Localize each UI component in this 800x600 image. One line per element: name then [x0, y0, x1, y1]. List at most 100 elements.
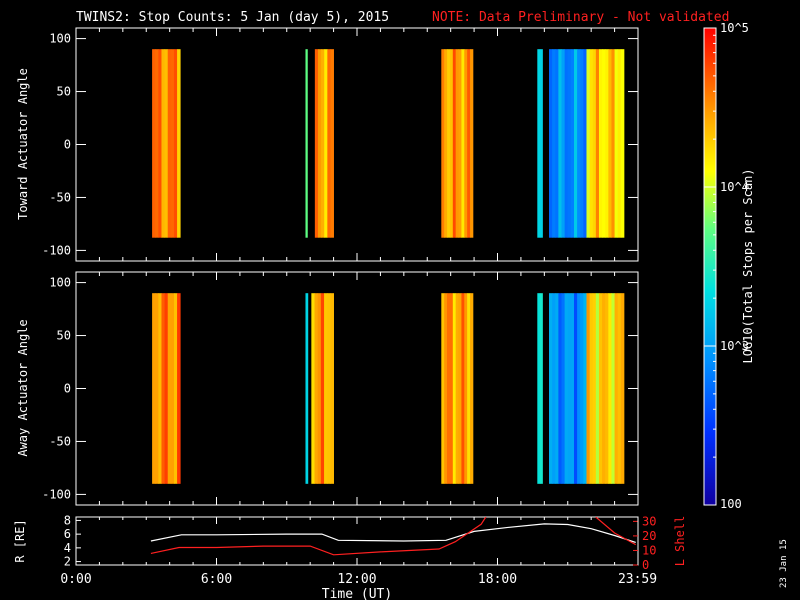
- colorbar-ticks: 100 10^3 10^4 10^5: [704, 21, 749, 511]
- heatmap-cell: [580, 293, 584, 484]
- heatmap-cell: [564, 293, 569, 484]
- y-tick-label: 100: [49, 276, 71, 290]
- heatmap-cell: [452, 293, 457, 484]
- y-tick-label: 0: [64, 382, 71, 396]
- heatmap-cell: [455, 293, 459, 484]
- y-tick-label: 50: [57, 329, 71, 343]
- heatmap-cell: [324, 49, 328, 238]
- y2-tick-label: 0: [642, 558, 649, 572]
- y-tick-label: 4: [64, 541, 71, 555]
- heatmap-cell: [561, 49, 566, 238]
- y-tick-label: -100: [42, 243, 71, 257]
- heatmap-cell: [558, 49, 562, 238]
- heatmap-cell: [617, 49, 622, 238]
- x-tick-label: 23:59: [618, 572, 657, 587]
- heatmap-cell: [561, 293, 566, 484]
- heatmap-cell: [539, 293, 543, 484]
- panel3-lines: [150, 517, 636, 556]
- colorbar-tick-label: 100: [720, 497, 742, 511]
- y2-tick-label: 20: [642, 529, 656, 543]
- colorbar: [703, 27, 717, 506]
- heatmap-cell: [324, 293, 328, 484]
- heatmap-cell: [605, 293, 609, 484]
- heatmap-cell: [564, 49, 569, 238]
- heatmap-cell: [620, 293, 625, 484]
- heatmap-cell: [589, 293, 594, 484]
- heatmap-cell: [330, 293, 334, 484]
- heatmap-cell: [552, 49, 556, 238]
- heatmap-cell: [441, 293, 445, 484]
- heatmap-cell: [608, 293, 612, 484]
- heatmap-cell: [611, 293, 615, 484]
- series-line: [595, 517, 636, 546]
- y-tick-label: 50: [57, 85, 71, 99]
- y-tick-label: 6: [64, 527, 71, 541]
- y-tick-label: 0: [64, 138, 71, 152]
- heatmap-cell: [555, 49, 559, 238]
- heatmap-cell: [549, 49, 553, 238]
- heatmap-cell: [583, 293, 587, 484]
- y-tick-label: 8: [64, 513, 71, 527]
- heatmap-cell: [555, 293, 559, 484]
- heatmap-cell: [552, 293, 556, 484]
- y2-tick-label: 30: [642, 514, 656, 528]
- preliminary-note: NOTE: Data Preliminary - Not validated: [432, 10, 729, 25]
- heatmap-cell: [320, 293, 325, 484]
- heatmap-cell: [164, 293, 169, 484]
- panel3-ylabel: R [RE]: [13, 519, 27, 562]
- heatmap-cell: [470, 49, 474, 238]
- heatmap-cell: [167, 49, 172, 238]
- heatmap-cell: [467, 293, 471, 484]
- heatmap-cell: [170, 293, 175, 484]
- heatmap-cell: [608, 49, 612, 238]
- heatmap-cell: [537, 293, 541, 484]
- heatmap-cell: [592, 49, 597, 238]
- heatmap-cell: [614, 293, 619, 484]
- heatmap-cell: [558, 293, 562, 484]
- heatmap-cell: [327, 293, 331, 484]
- heatmap-cell: [305, 293, 309, 484]
- heatmap-cell: [155, 293, 159, 484]
- heatmap-cell: [161, 49, 165, 238]
- heatmap-cell: [620, 49, 625, 238]
- y-tick-label: 2: [64, 555, 71, 569]
- heatmap-cell: [583, 49, 587, 238]
- x-axis-label: Time (UT): [322, 587, 392, 600]
- y-tick-label: -50: [49, 434, 71, 448]
- heatmap-cell: [305, 49, 308, 238]
- series-line: [150, 523, 636, 543]
- y-tick-label: 100: [49, 32, 71, 46]
- heatmap-cell: [464, 293, 468, 484]
- heatmap-cell: [602, 49, 606, 238]
- heatmap-cell: [467, 49, 471, 238]
- heatmap-cell: [447, 293, 451, 484]
- heatmap-cell: [602, 293, 606, 484]
- colorbar-tick-label: 10^4: [720, 180, 749, 194]
- heatmap-cell: [152, 49, 156, 238]
- heatmap-cell: [580, 49, 584, 238]
- panel2-ylabel: Away Actuator Angle: [16, 319, 30, 456]
- heatmap-cell: [598, 49, 603, 238]
- heatmap-cell: [173, 49, 178, 238]
- panel1-heatmap: [152, 49, 625, 238]
- heatmap-cell: [314, 293, 319, 484]
- heatmap-cell: [152, 293, 156, 484]
- heatmap-cell: [177, 49, 181, 238]
- x-tick-label: 6:00: [201, 572, 232, 587]
- panel2-axes: 100 50 0 -50 -100: [42, 272, 639, 505]
- heatmap-cell: [614, 49, 619, 238]
- heatmap-cell: [464, 49, 468, 238]
- heatmap-cell: [539, 49, 543, 238]
- x-tick-label: 12:00: [337, 572, 376, 587]
- heatmap-cell: [458, 49, 462, 238]
- heatmap-cell: [444, 293, 448, 484]
- heatmap-cell: [573, 49, 578, 238]
- x-tick-label: 18:00: [478, 572, 517, 587]
- heatmap-cell: [458, 293, 462, 484]
- heatmap-cell: [611, 49, 615, 238]
- heatmap-cell: [586, 293, 590, 484]
- panel2-heatmap: [152, 293, 625, 484]
